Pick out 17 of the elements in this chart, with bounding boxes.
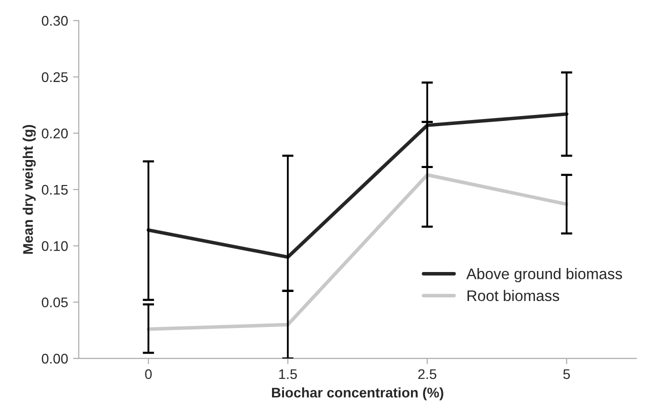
legend-label: Above ground biomass xyxy=(466,268,622,282)
y-tick-label: 0.25 xyxy=(42,72,68,82)
y-axis-title: Mean dry weight (g) xyxy=(22,125,36,254)
y-tick-label: 0.10 xyxy=(42,241,68,251)
y-tick-label: 0.20 xyxy=(42,128,68,138)
x-tick-label: 1.5 xyxy=(279,369,297,380)
y-tick-label: 0.00 xyxy=(42,354,68,364)
line-series xyxy=(146,173,568,331)
x-axis-title: Biochar concentration (%) xyxy=(272,387,444,400)
x-tick-label: 2.5 xyxy=(418,369,436,380)
y-tick-label: 0.15 xyxy=(42,184,68,195)
x-tick-label: 0 xyxy=(145,369,152,380)
y-tick-label: 0.30 xyxy=(42,16,68,26)
x-tick-label: 5 xyxy=(563,369,570,380)
line-series xyxy=(146,112,568,259)
legend-label: Root biomass xyxy=(468,290,560,302)
y-tick-label: 0.05 xyxy=(42,297,68,308)
